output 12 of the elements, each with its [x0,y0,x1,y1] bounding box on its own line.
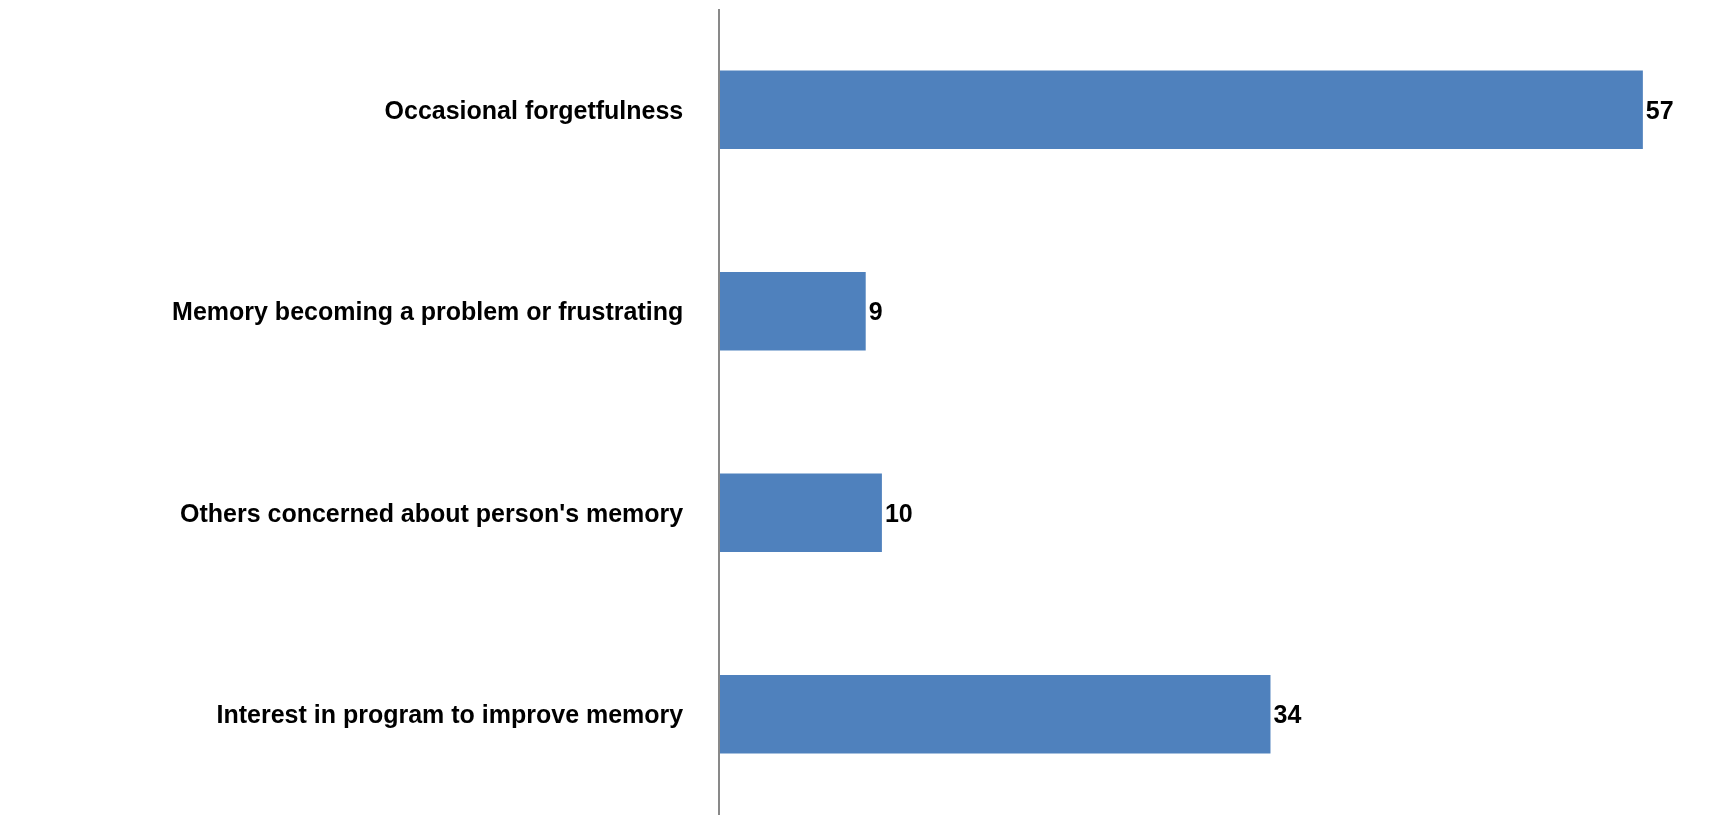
data-label: 10 [884,498,913,527]
data-label: 9 [868,297,883,326]
bar [720,473,882,553]
data-label: 57 [1645,95,1674,124]
data-label: 34 [1273,700,1302,729]
y-tick-label: Interest in program to improve memory [216,700,684,728]
bar [720,674,1271,754]
y-tick-label: Others concerned about person's memory [179,498,684,527]
y-tick-label: Occasional forgetfulness [384,95,684,124]
bar [720,70,1643,150]
y-tick-label: Memory becoming a problem or frustrating [172,297,684,325]
bar [720,271,866,351]
